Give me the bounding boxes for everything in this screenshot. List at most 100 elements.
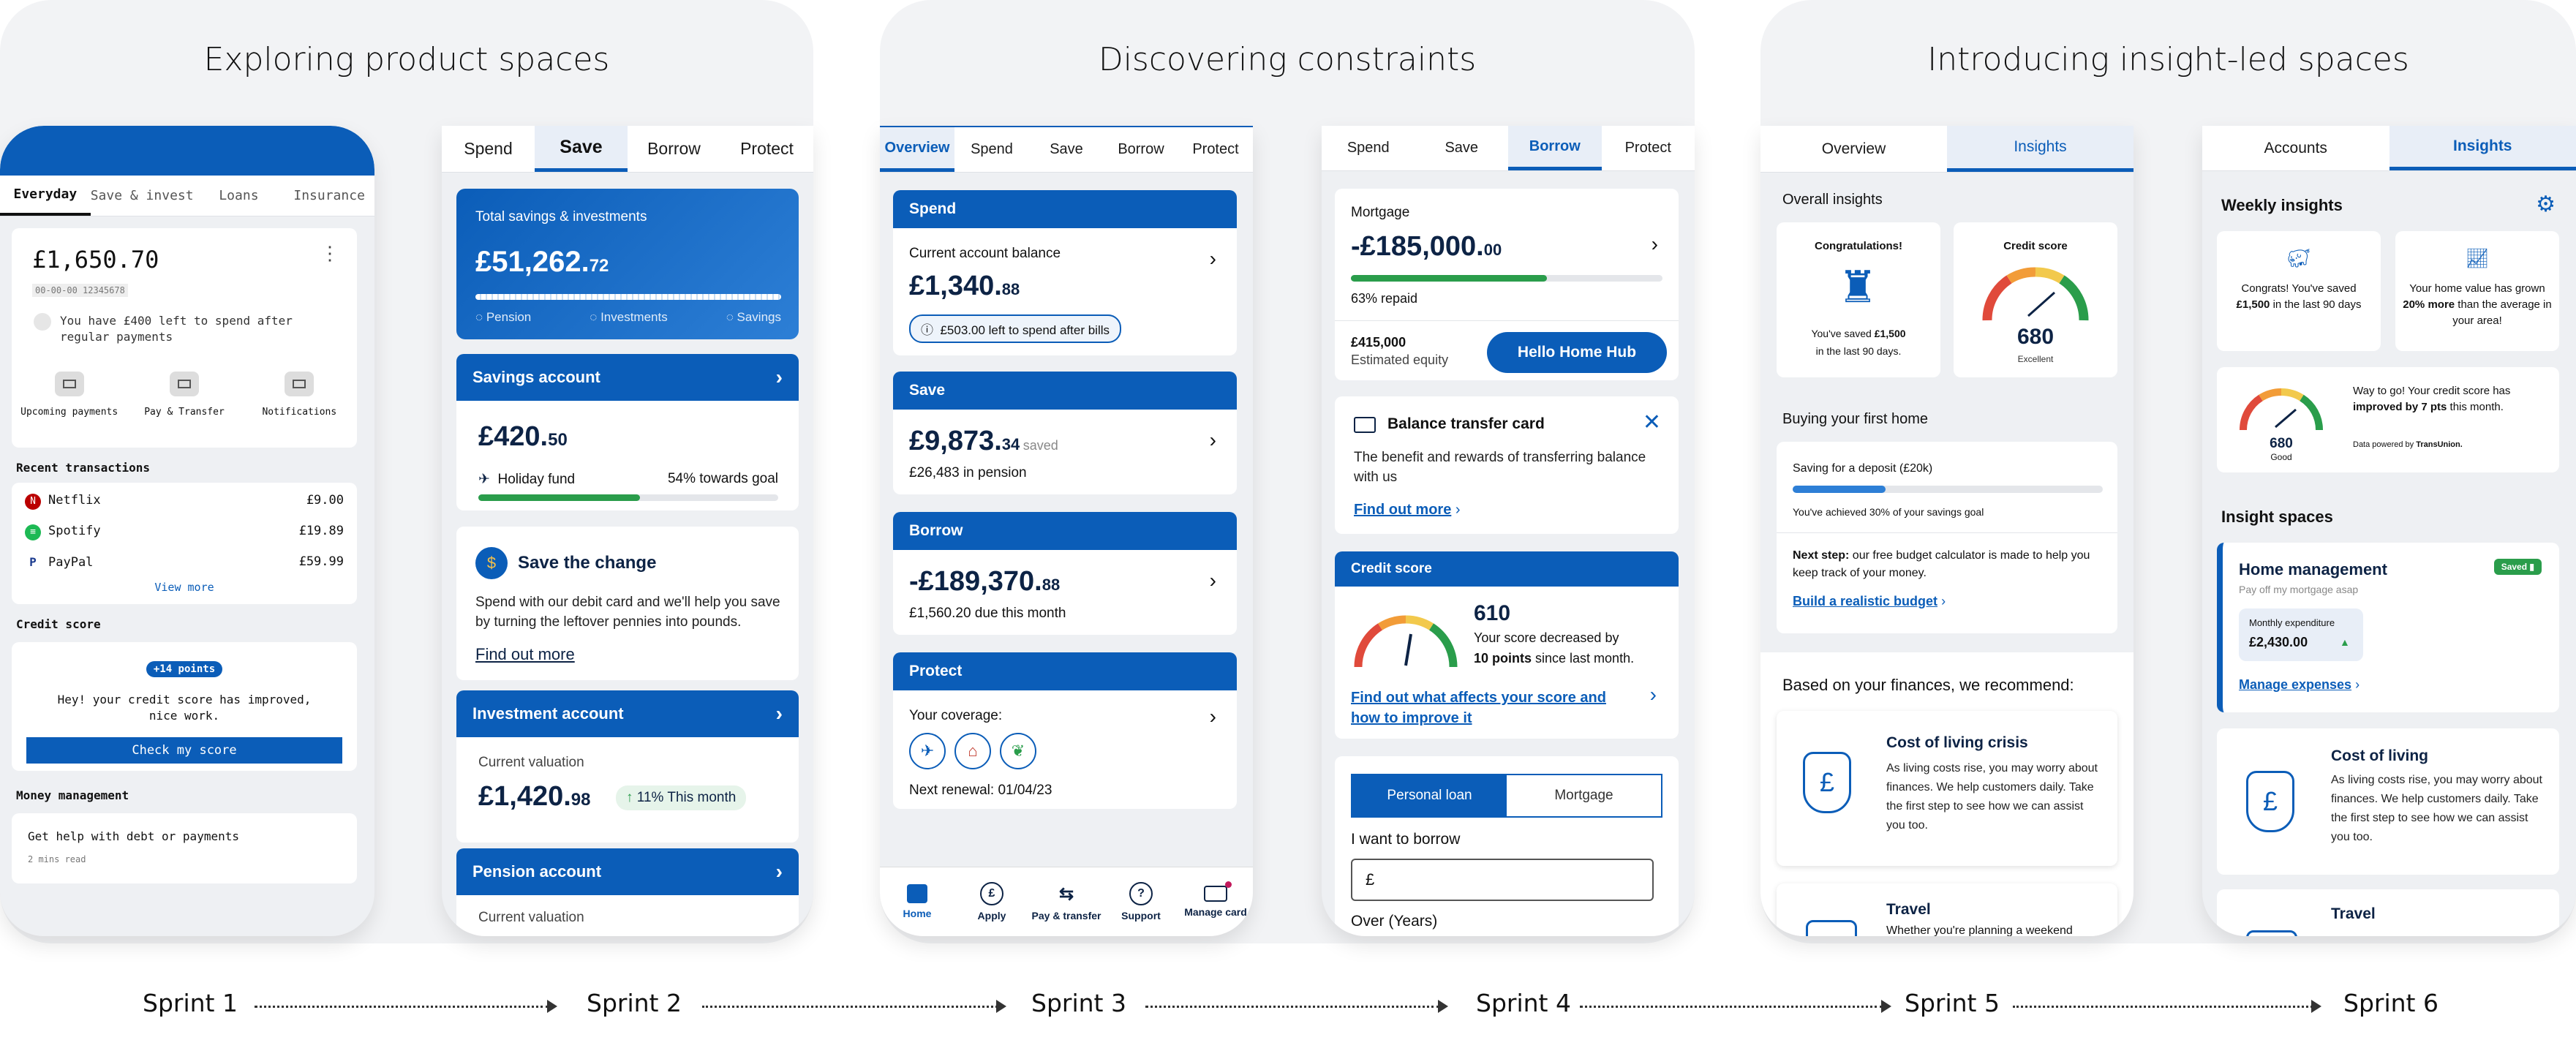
pension-account-card[interactable]: Pension account › Current valuation: [456, 848, 799, 936]
congrats-card[interactable]: Congratulations! ♜ You've saved £1,500 i…: [1777, 222, 1940, 377]
close-icon[interactable]: ✕: [1642, 410, 1661, 434]
w1b: £1,500: [2236, 298, 2270, 311]
tab-overview[interactable]: Overview: [1821, 140, 1886, 157]
tab-everyday[interactable]: Everyday: [0, 176, 91, 216]
cab-label: Current account balance: [909, 246, 1061, 261]
score-link[interactable]: Find out what affects your score and how…: [1351, 690, 1606, 726]
sprint-5-label: Sprint 5: [1905, 989, 2000, 1017]
cost-of-living-card[interactable]: £ Cost of living As living costs rise, y…: [2217, 728, 2559, 875]
transaction-row[interactable]: ≡ Spotify £19.89: [25, 524, 344, 540]
credit-insight-card[interactable]: 680 Good Way to go! Your credit score ha…: [2217, 367, 2559, 472]
investment-account-card[interactable]: Investment account › Current valuation £1…: [456, 690, 799, 843]
suitcase-icon: [1806, 920, 1857, 936]
balance-transfer-card[interactable]: Balance transfer card ✕ The benefit and …: [1335, 396, 1679, 534]
travel-card[interactable]: Travel: [2217, 889, 2559, 936]
cs-value: 680: [2016, 325, 2055, 349]
arrow-right-icon: [996, 1000, 1006, 1013]
nav-apply[interactable]: £ Apply: [954, 867, 1029, 936]
tab-borrow[interactable]: Borrow: [1508, 126, 1602, 170]
saved-badge: Saved ▮: [2493, 559, 2542, 575]
legend-label: Pension: [486, 310, 532, 324]
savings-legend: ◌ Pension ◌ Investments ◌ Savings: [475, 310, 781, 325]
home-value-card[interactable]: 📈︎ Your home value has grown 20% more th…: [2395, 231, 2559, 351]
stc-link[interactable]: Find out more: [475, 645, 575, 663]
tab-save-invest[interactable]: Save & invest: [90, 188, 194, 203]
save-the-change-card[interactable]: $ Save the change Spend with our debit c…: [456, 527, 799, 680]
travel-card[interactable]: Travel Whether you're planning a weekend: [1777, 883, 2117, 936]
protect-card[interactable]: Protect Your coverage: › ✈ ⌂ ❦ Next rene…: [893, 652, 1237, 809]
credit-score-card[interactable]: Credit score 680 Excellent: [1954, 222, 2117, 377]
btc-body: The benefit and rewards of transferring …: [1354, 450, 1646, 485]
nav-support[interactable]: ? Support: [1104, 867, 1178, 936]
saved-insight-card[interactable]: 🐖︎ Congrats! You've saved £1,500 in the l…: [2217, 231, 2381, 351]
check-score-button[interactable]: Check my score: [26, 737, 342, 764]
tab-accounts[interactable]: Accounts: [2264, 139, 2327, 157]
nav-home[interactable]: Home: [880, 867, 954, 936]
tab-borrow[interactable]: Borrow: [647, 139, 701, 158]
mortgage-card[interactable]: Mortgage -£185,000.00 › 63% repaid £415,…: [1335, 189, 1679, 380]
col-title: Cost of living: [2331, 747, 2428, 764]
budget-link[interactable]: Build a realistic budget: [1793, 594, 1938, 608]
transaction-row[interactable]: P PayPal £59.99: [25, 554, 344, 570]
score-msg-1: Your score decreased by: [1474, 630, 1619, 645]
tab-borrow[interactable]: Borrow: [1118, 141, 1164, 157]
tab-protect[interactable]: Protect: [740, 139, 794, 158]
tab-save[interactable]: Save: [1445, 140, 1479, 156]
credit-score-card[interactable]: Credit score 610 Your score decreased by…: [1335, 551, 1679, 739]
gear-icon[interactable]: ⚙: [2536, 192, 2556, 216]
manage-link-wrap[interactable]: Manage expenses ›: [2239, 677, 2360, 693]
action-label: Notifications: [262, 407, 337, 418]
save-card[interactable]: Save £9,873.34 saved › £26,483 in pensio…: [893, 372, 1237, 494]
borrow-amount: -£189,370.88: [909, 566, 1060, 598]
help-card[interactable]: Get help with debt or payments 2 mins re…: [12, 813, 357, 883]
transaction-row[interactable]: N Netflix £9.00: [25, 493, 344, 510]
tab-spend[interactable]: Spend: [464, 139, 513, 158]
notifications-action[interactable]: Notifications: [242, 372, 357, 418]
nav-manage-card[interactable]: Manage card: [1178, 867, 1253, 936]
tab-insights[interactable]: Insights: [1947, 126, 2134, 172]
upcoming-payments-action[interactable]: Upcoming payments: [12, 372, 127, 418]
tab-spend[interactable]: Spend: [971, 141, 1013, 157]
tab-spend[interactable]: Spend: [1347, 140, 1390, 156]
cost-of-living-card[interactable]: £ Cost of living crisis As living costs …: [1777, 711, 2117, 866]
manage-link[interactable]: Manage expenses: [2239, 677, 2352, 692]
tab-insights[interactable]: Insights: [2389, 126, 2576, 170]
savings-account-card[interactable]: Savings account › £420.50 ✈ Holiday fund 5…: [456, 354, 799, 510]
home-management-card[interactable]: Home management Saved ▮ Pay off my mortg…: [2217, 543, 2559, 712]
borrow-amount-input[interactable]: £: [1351, 859, 1654, 901]
tab-overview[interactable]: Overview: [880, 127, 954, 172]
more-icon[interactable]: ⋮: [320, 243, 339, 265]
tab-protect[interactable]: Protect: [1192, 141, 1239, 157]
btc-link-wrap[interactable]: Find out more ›: [1354, 502, 1461, 519]
deposit-label: Saving for a deposit (£20k): [1793, 462, 1933, 475]
inv-amount: £1,420.98: [478, 781, 591, 813]
first-home-card[interactable]: Saving for a deposit (£20k) You've achie…: [1777, 442, 2117, 633]
tab-save[interactable]: Save: [535, 126, 628, 172]
budget-link-wrap[interactable]: Build a realistic budget ›: [1793, 594, 1946, 609]
total-label: Total savings & investments: [475, 209, 647, 225]
travel-cover-icon[interactable]: ✈: [909, 733, 946, 769]
account-card[interactable]: £1,650.70 ⋮ 00-00-00 12345678 You have £…: [12, 228, 357, 448]
next-step-label: Next step:: [1793, 549, 1850, 562]
nav-pay-transfer[interactable]: ⇆ Pay & transfer: [1029, 867, 1104, 936]
spend-card[interactable]: Spend Current account balance › £1,340.8…: [893, 190, 1237, 355]
btc-link[interactable]: Find out more: [1354, 502, 1452, 518]
segment-personal-loan[interactable]: Personal loan: [1352, 775, 1507, 816]
info-icon: ⓘ: [921, 323, 933, 337]
tab-insurance[interactable]: Insurance: [293, 188, 365, 203]
tab-protect[interactable]: Protect: [1624, 140, 1671, 156]
home-hub-button[interactable]: Hello Home Hub: [1487, 332, 1667, 373]
exp-value: £2,430.00: [2249, 635, 2308, 649]
pay-transfer-action[interactable]: Pay & Transfer: [127, 372, 241, 418]
tab-loans[interactable]: Loans: [219, 188, 259, 203]
total-savings-card[interactable]: Total savings & investments £51,262.72 ◌…: [456, 189, 799, 339]
tx-amount: £19.89: [298, 524, 344, 538]
sprint-3-label: Sprint 3: [1031, 989, 1126, 1017]
view-more-link[interactable]: View more: [154, 581, 214, 594]
home-cover-icon[interactable]: ⌂: [954, 733, 991, 769]
borrow-card[interactable]: Borrow -£189,370.88 › £1,560.20 due this…: [893, 512, 1237, 635]
segment-mortgage[interactable]: Mortgage: [1554, 788, 1613, 803]
savings-breakdown-bar: [475, 294, 781, 300]
tab-save[interactable]: Save: [1050, 141, 1083, 157]
life-cover-icon[interactable]: ❦: [1000, 733, 1036, 769]
